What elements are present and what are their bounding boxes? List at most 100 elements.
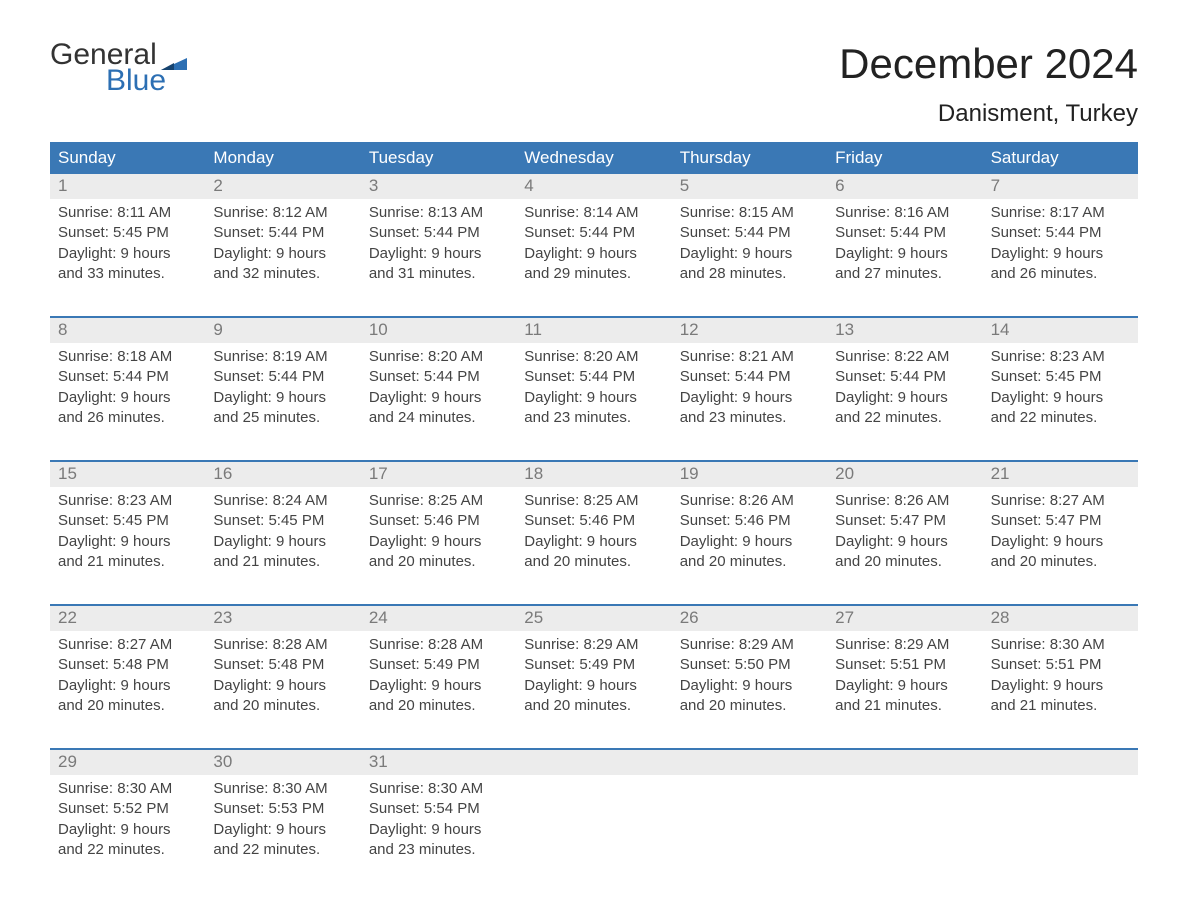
day-number: 18	[516, 462, 671, 487]
day-number: 12	[672, 318, 827, 343]
day-number: 11	[516, 318, 671, 343]
calendar-day: 27Sunrise: 8:29 AMSunset: 5:51 PMDayligh…	[827, 606, 982, 730]
calendar-day: 19Sunrise: 8:26 AMSunset: 5:46 PMDayligh…	[672, 462, 827, 586]
day-info: Sunrise: 8:28 AMSunset: 5:48 PMDaylight:…	[205, 631, 360, 716]
day-info: Sunrise: 8:27 AMSunset: 5:48 PMDaylight:…	[50, 631, 205, 716]
day-info: Sunrise: 8:13 AMSunset: 5:44 PMDaylight:…	[361, 199, 516, 284]
day-number: 7	[983, 174, 1138, 199]
day-info: Sunrise: 8:15 AMSunset: 5:44 PMDaylight:…	[672, 199, 827, 284]
day-number	[516, 750, 671, 775]
calendar-day: 16Sunrise: 8:24 AMSunset: 5:45 PMDayligh…	[205, 462, 360, 586]
day-info: Sunrise: 8:11 AMSunset: 5:45 PMDaylight:…	[50, 199, 205, 284]
logo: General Blue	[50, 40, 187, 96]
day-number: 2	[205, 174, 360, 199]
day-info: Sunrise: 8:18 AMSunset: 5:44 PMDaylight:…	[50, 343, 205, 428]
calendar-day: 26Sunrise: 8:29 AMSunset: 5:50 PMDayligh…	[672, 606, 827, 730]
weekday-label: Wednesday	[516, 142, 671, 174]
day-info: Sunrise: 8:17 AMSunset: 5:44 PMDaylight:…	[983, 199, 1138, 284]
day-number	[983, 750, 1138, 775]
day-number	[827, 750, 982, 775]
calendar-day: 17Sunrise: 8:25 AMSunset: 5:46 PMDayligh…	[361, 462, 516, 586]
day-number: 4	[516, 174, 671, 199]
calendar-day: 5Sunrise: 8:15 AMSunset: 5:44 PMDaylight…	[672, 174, 827, 298]
calendar-day: 22Sunrise: 8:27 AMSunset: 5:48 PMDayligh…	[50, 606, 205, 730]
day-number: 5	[672, 174, 827, 199]
day-info: Sunrise: 8:16 AMSunset: 5:44 PMDaylight:…	[827, 199, 982, 284]
day-number: 21	[983, 462, 1138, 487]
weekday-label: Thursday	[672, 142, 827, 174]
day-number: 3	[361, 174, 516, 199]
weekday-label: Sunday	[50, 142, 205, 174]
day-number: 15	[50, 462, 205, 487]
day-info: Sunrise: 8:29 AMSunset: 5:51 PMDaylight:…	[827, 631, 982, 716]
day-number: 23	[205, 606, 360, 631]
calendar-day: 14Sunrise: 8:23 AMSunset: 5:45 PMDayligh…	[983, 318, 1138, 442]
calendar-day: 8Sunrise: 8:18 AMSunset: 5:44 PMDaylight…	[50, 318, 205, 442]
calendar-day: 21Sunrise: 8:27 AMSunset: 5:47 PMDayligh…	[983, 462, 1138, 586]
day-number: 20	[827, 462, 982, 487]
calendar-day: 15Sunrise: 8:23 AMSunset: 5:45 PMDayligh…	[50, 462, 205, 586]
day-number: 6	[827, 174, 982, 199]
calendar-day: 24Sunrise: 8:28 AMSunset: 5:49 PMDayligh…	[361, 606, 516, 730]
day-number: 26	[672, 606, 827, 631]
day-info: Sunrise: 8:22 AMSunset: 5:44 PMDaylight:…	[827, 343, 982, 428]
calendar-day	[516, 750, 671, 874]
calendar: SundayMondayTuesdayWednesdayThursdayFrid…	[50, 142, 1138, 874]
day-info: Sunrise: 8:30 AMSunset: 5:53 PMDaylight:…	[205, 775, 360, 860]
day-number: 27	[827, 606, 982, 631]
day-info: Sunrise: 8:20 AMSunset: 5:44 PMDaylight:…	[516, 343, 671, 428]
calendar-day: 2Sunrise: 8:12 AMSunset: 5:44 PMDaylight…	[205, 174, 360, 298]
calendar-day: 3Sunrise: 8:13 AMSunset: 5:44 PMDaylight…	[361, 174, 516, 298]
day-number: 22	[50, 606, 205, 631]
calendar-day: 12Sunrise: 8:21 AMSunset: 5:44 PMDayligh…	[672, 318, 827, 442]
day-info: Sunrise: 8:21 AMSunset: 5:44 PMDaylight:…	[672, 343, 827, 428]
day-number: 14	[983, 318, 1138, 343]
day-number: 25	[516, 606, 671, 631]
calendar-day: 4Sunrise: 8:14 AMSunset: 5:44 PMDaylight…	[516, 174, 671, 298]
calendar-day	[983, 750, 1138, 874]
day-number	[672, 750, 827, 775]
day-info: Sunrise: 8:30 AMSunset: 5:54 PMDaylight:…	[361, 775, 516, 860]
day-number: 10	[361, 318, 516, 343]
location: Danisment, Turkey	[839, 100, 1138, 128]
title-block: December 2024 Danisment, Turkey	[839, 40, 1138, 128]
calendar-day	[827, 750, 982, 874]
day-number: 13	[827, 318, 982, 343]
day-number: 17	[361, 462, 516, 487]
day-info: Sunrise: 8:25 AMSunset: 5:46 PMDaylight:…	[516, 487, 671, 572]
calendar-day: 6Sunrise: 8:16 AMSunset: 5:44 PMDaylight…	[827, 174, 982, 298]
day-number: 1	[50, 174, 205, 199]
day-info: Sunrise: 8:29 AMSunset: 5:49 PMDaylight:…	[516, 631, 671, 716]
calendar-day: 28Sunrise: 8:30 AMSunset: 5:51 PMDayligh…	[983, 606, 1138, 730]
day-info: Sunrise: 8:12 AMSunset: 5:44 PMDaylight:…	[205, 199, 360, 284]
calendar-day: 18Sunrise: 8:25 AMSunset: 5:46 PMDayligh…	[516, 462, 671, 586]
day-info: Sunrise: 8:23 AMSunset: 5:45 PMDaylight:…	[983, 343, 1138, 428]
weekday-label: Tuesday	[361, 142, 516, 174]
day-info: Sunrise: 8:29 AMSunset: 5:50 PMDaylight:…	[672, 631, 827, 716]
day-info: Sunrise: 8:27 AMSunset: 5:47 PMDaylight:…	[983, 487, 1138, 572]
header: General Blue December 2024 Danisment, Tu…	[50, 40, 1138, 128]
day-info: Sunrise: 8:19 AMSunset: 5:44 PMDaylight:…	[205, 343, 360, 428]
calendar-day: 13Sunrise: 8:22 AMSunset: 5:44 PMDayligh…	[827, 318, 982, 442]
day-number: 9	[205, 318, 360, 343]
calendar-day: 23Sunrise: 8:28 AMSunset: 5:48 PMDayligh…	[205, 606, 360, 730]
weekday-header: SundayMondayTuesdayWednesdayThursdayFrid…	[50, 142, 1138, 174]
calendar-day: 29Sunrise: 8:30 AMSunset: 5:52 PMDayligh…	[50, 750, 205, 874]
calendar-day: 7Sunrise: 8:17 AMSunset: 5:44 PMDaylight…	[983, 174, 1138, 298]
day-info: Sunrise: 8:25 AMSunset: 5:46 PMDaylight:…	[361, 487, 516, 572]
day-info: Sunrise: 8:20 AMSunset: 5:44 PMDaylight:…	[361, 343, 516, 428]
calendar-day: 1Sunrise: 8:11 AMSunset: 5:45 PMDaylight…	[50, 174, 205, 298]
day-info: Sunrise: 8:14 AMSunset: 5:44 PMDaylight:…	[516, 199, 671, 284]
calendar-day: 11Sunrise: 8:20 AMSunset: 5:44 PMDayligh…	[516, 318, 671, 442]
weekday-label: Monday	[205, 142, 360, 174]
day-number: 8	[50, 318, 205, 343]
day-number: 31	[361, 750, 516, 775]
day-info: Sunrise: 8:26 AMSunset: 5:46 PMDaylight:…	[672, 487, 827, 572]
calendar-day: 25Sunrise: 8:29 AMSunset: 5:49 PMDayligh…	[516, 606, 671, 730]
calendar-day: 10Sunrise: 8:20 AMSunset: 5:44 PMDayligh…	[361, 318, 516, 442]
day-number: 30	[205, 750, 360, 775]
calendar-day: 31Sunrise: 8:30 AMSunset: 5:54 PMDayligh…	[361, 750, 516, 874]
weekday-label: Friday	[827, 142, 982, 174]
logo-text-blue: Blue	[50, 66, 187, 96]
weekday-label: Saturday	[983, 142, 1138, 174]
